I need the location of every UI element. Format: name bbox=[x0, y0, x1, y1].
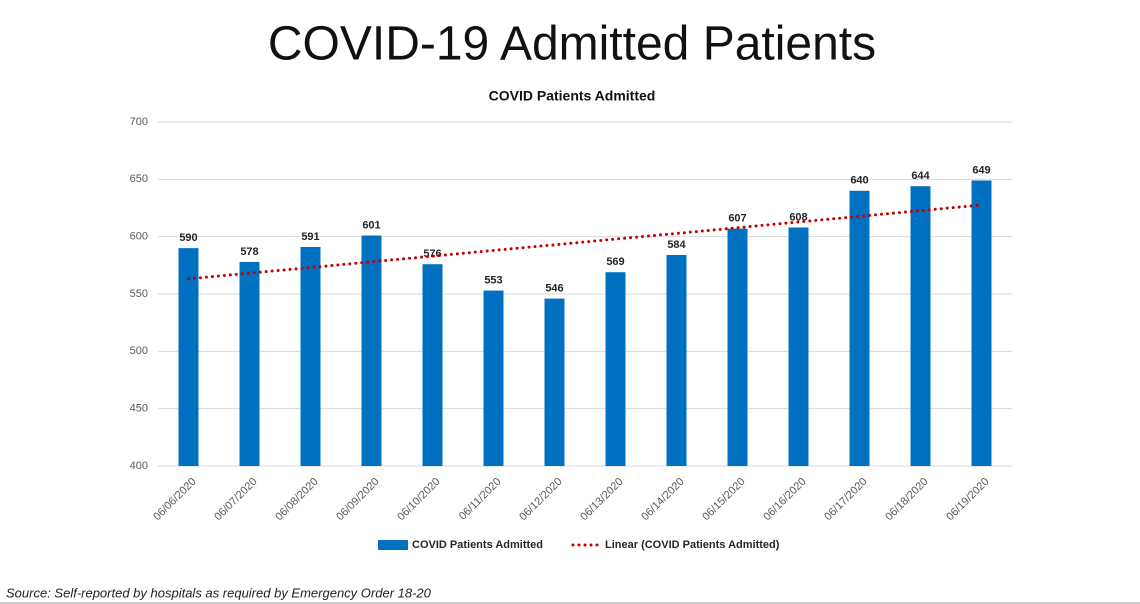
bar bbox=[971, 180, 992, 467]
x-tick-label: 06/06/2020 bbox=[151, 476, 198, 523]
x-tick-label: 06/12/2020 bbox=[517, 476, 564, 523]
y-tick-label: 400 bbox=[130, 460, 148, 472]
trend-line bbox=[187, 203, 983, 281]
y-tick-label: 600 bbox=[130, 231, 148, 243]
data-label: 569 bbox=[606, 256, 624, 268]
legend-swatch bbox=[378, 540, 408, 550]
y-tick-label: 450 bbox=[130, 403, 148, 415]
bar bbox=[361, 235, 382, 466]
x-tick-label: 06/15/2020 bbox=[700, 476, 747, 523]
x-tick-label: 06/08/2020 bbox=[273, 476, 320, 523]
x-tick-label: 06/18/2020 bbox=[883, 476, 930, 523]
page-title: COVID-19 Admitted Patients bbox=[268, 18, 876, 71]
bar bbox=[422, 264, 443, 466]
source-note: Source: Self-reported by hospitals as re… bbox=[6, 585, 432, 600]
x-tick-label: 06/10/2020 bbox=[395, 476, 442, 523]
bar bbox=[605, 272, 626, 466]
y-tick-label: 500 bbox=[130, 345, 148, 357]
data-label: 576 bbox=[423, 248, 441, 260]
bar bbox=[666, 255, 687, 466]
bar bbox=[910, 186, 931, 467]
x-tick-label: 06/09/2020 bbox=[334, 476, 381, 523]
chart-title: COVID Patients Admitted bbox=[489, 88, 656, 104]
y-tick-label: 650 bbox=[130, 173, 148, 185]
y-tick-label: 700 bbox=[130, 116, 148, 128]
x-tick-label: 06/13/2020 bbox=[578, 476, 625, 523]
bar bbox=[544, 298, 565, 466]
x-tick-label: 06/11/2020 bbox=[457, 476, 504, 523]
y-tick-label: 550 bbox=[130, 288, 148, 300]
bar bbox=[849, 190, 870, 467]
bar bbox=[239, 261, 260, 466]
data-label: 591 bbox=[301, 231, 319, 243]
bar bbox=[483, 290, 504, 466]
data-label: 640 bbox=[850, 175, 868, 187]
bar bbox=[178, 248, 199, 466]
x-tick-label: 06/14/2020 bbox=[639, 476, 686, 523]
data-label: 590 bbox=[179, 232, 197, 244]
data-label: 601 bbox=[362, 219, 380, 231]
x-tick-label: 06/17/2020 bbox=[822, 476, 869, 523]
x-tick-label: 06/19/2020 bbox=[944, 476, 991, 523]
bar bbox=[300, 246, 321, 466]
bar bbox=[727, 228, 748, 466]
data-label: 553 bbox=[484, 274, 502, 286]
x-tick-label: 06/16/2020 bbox=[761, 476, 808, 523]
bar bbox=[788, 227, 809, 466]
legend-label: Linear (COVID Patients Admitted) bbox=[605, 539, 780, 551]
data-label: 607 bbox=[728, 213, 746, 225]
data-label: 546 bbox=[545, 282, 563, 294]
data-label: 649 bbox=[972, 164, 990, 176]
data-label: 578 bbox=[240, 246, 258, 258]
data-label: 584 bbox=[667, 239, 686, 251]
data-label: 644 bbox=[911, 170, 930, 182]
legend-label: COVID Patients Admitted bbox=[412, 539, 543, 551]
x-tick-label: 06/07/2020 bbox=[212, 476, 259, 523]
